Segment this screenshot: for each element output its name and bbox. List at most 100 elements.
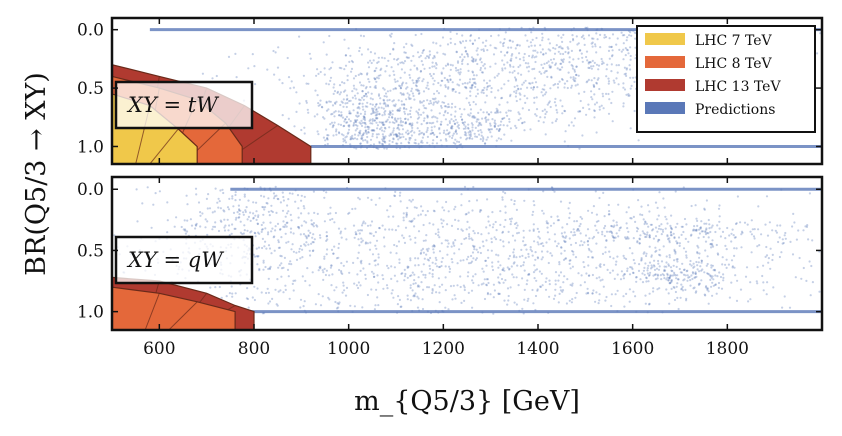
prediction-point (284, 232, 287, 235)
prediction-point (406, 266, 409, 269)
prediction-point (387, 59, 390, 62)
prediction-point (411, 289, 414, 292)
prediction-point (227, 208, 231, 211)
prediction-point (365, 85, 368, 89)
prediction-point (398, 133, 402, 136)
prediction-point (228, 234, 231, 237)
prediction-point (389, 52, 392, 56)
prediction-point (342, 140, 345, 143)
prediction-point (556, 219, 560, 222)
prediction-point (305, 241, 308, 244)
prediction-point (680, 287, 683, 290)
prediction-point (354, 120, 357, 123)
prediction-point (524, 79, 527, 82)
prediction-point (482, 64, 485, 67)
prediction-point (403, 106, 406, 109)
prediction-point (549, 105, 552, 109)
prediction-point (427, 286, 431, 289)
prediction-point (449, 63, 452, 66)
prediction-point (683, 268, 686, 271)
prediction-point (458, 140, 461, 144)
prediction-point (366, 101, 369, 104)
prediction-point (548, 238, 551, 241)
prediction-point (607, 112, 611, 115)
prediction-point (675, 285, 678, 288)
prediction-point (364, 126, 367, 129)
prediction-point (361, 222, 364, 225)
prediction-point (422, 119, 426, 122)
prediction-point (453, 208, 456, 211)
prediction-point (420, 249, 423, 252)
prediction-point (623, 273, 626, 276)
prediction-point (720, 287, 724, 290)
prediction-point (471, 251, 475, 254)
prediction-point (620, 270, 624, 273)
legend-swatch (645, 79, 685, 91)
y-tick-label: 0.5 (77, 241, 104, 261)
prediction-point (337, 246, 340, 250)
prediction-point (379, 68, 382, 72)
prediction-point (689, 259, 692, 263)
prediction-point (382, 99, 386, 102)
prediction-point (608, 45, 611, 49)
prediction-point (388, 228, 391, 231)
prediction-point (409, 123, 412, 126)
prediction-point (471, 137, 474, 140)
prediction-point (696, 244, 699, 247)
prediction-point (623, 305, 626, 308)
prediction-point (677, 307, 680, 311)
prediction-point (370, 232, 373, 235)
prediction-point (570, 49, 574, 53)
prediction-point (509, 127, 512, 130)
prediction-point (402, 219, 405, 222)
prediction-point (305, 236, 308, 239)
prediction-point (495, 253, 498, 256)
prediction-point (493, 119, 496, 122)
prediction-point (326, 142, 329, 146)
prediction-point (623, 73, 626, 76)
prediction-point (705, 227, 708, 230)
prediction-point (661, 273, 664, 276)
prediction-point (543, 88, 546, 91)
prediction-point (408, 73, 411, 77)
prediction-point (523, 269, 526, 272)
prediction-point (460, 204, 463, 207)
prediction-point (475, 248, 478, 251)
prediction-point (452, 88, 455, 91)
prediction-point (562, 281, 565, 284)
prediction-point (470, 260, 474, 263)
prediction-point (444, 53, 447, 56)
prediction-point (472, 281, 475, 284)
prediction-point (628, 247, 632, 250)
prediction-point (455, 129, 458, 132)
prediction-point (423, 257, 426, 260)
panel-frame (110, 16, 824, 166)
prediction-point (392, 138, 395, 141)
prediction-point (504, 205, 507, 208)
prediction-point (357, 196, 360, 199)
prediction-point (542, 244, 545, 248)
prediction-point (539, 44, 542, 47)
prediction-point (595, 291, 598, 294)
prediction-point (529, 41, 533, 44)
prediction-point (231, 295, 234, 298)
prediction-point (327, 83, 330, 86)
prediction-point (434, 256, 437, 259)
prediction-point (698, 252, 701, 255)
prediction-point (413, 217, 416, 220)
prediction-point (591, 292, 594, 295)
prediction-point (454, 90, 457, 93)
prediction-point (373, 70, 376, 73)
prediction-point (407, 118, 410, 121)
prediction-point (284, 215, 287, 218)
prediction-point (349, 120, 352, 123)
prediction-point (446, 123, 449, 126)
prediction-point (352, 103, 355, 106)
prediction-point (212, 225, 215, 228)
prediction-point (466, 137, 469, 140)
prediction-point (468, 235, 471, 238)
prediction-point (675, 258, 678, 261)
prediction-point (346, 132, 349, 135)
prediction-point (554, 62, 558, 65)
prediction-point (529, 248, 532, 251)
